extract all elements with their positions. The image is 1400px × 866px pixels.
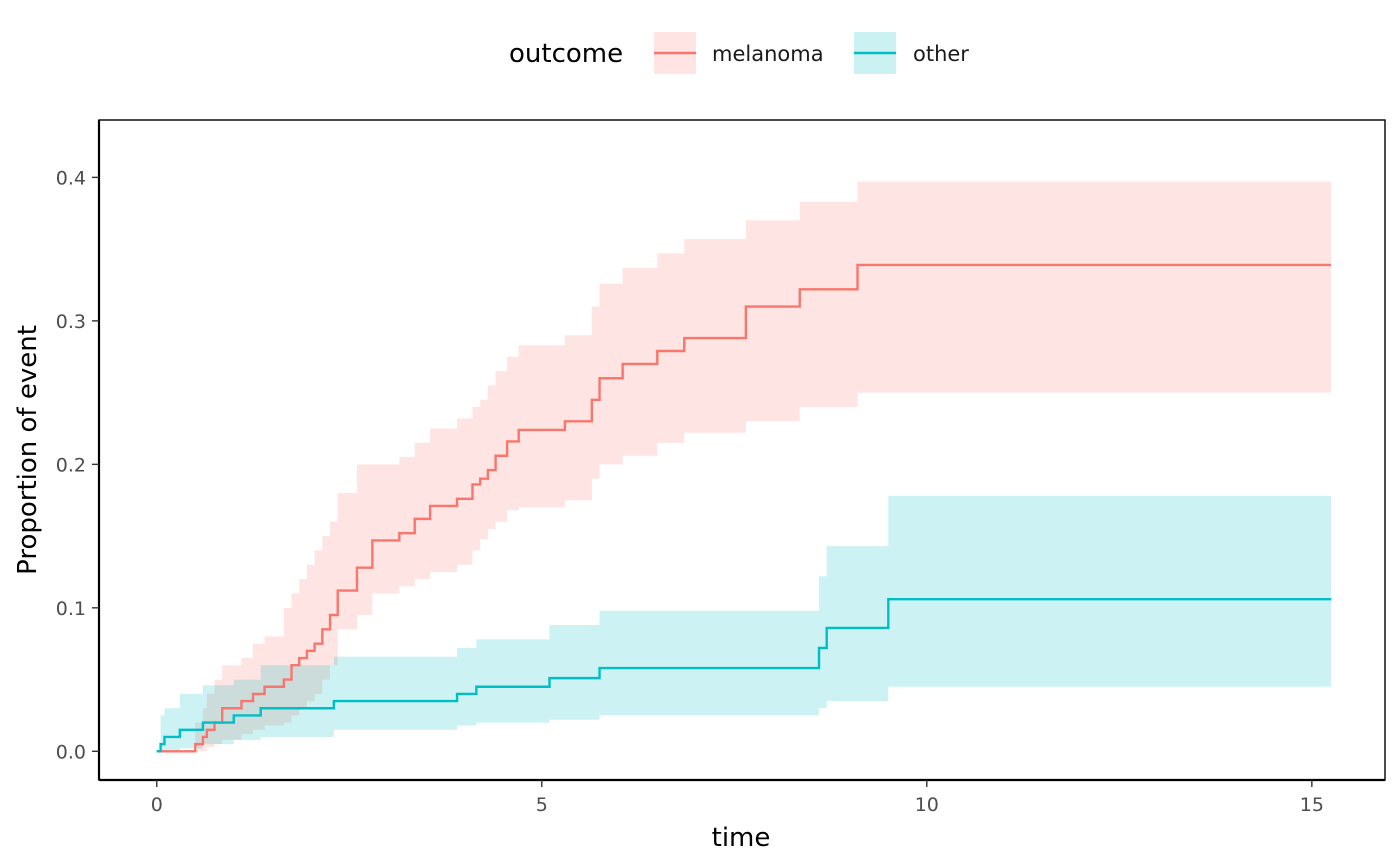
series-line-other bbox=[156, 598, 1332, 753]
y-tick-label: 0.2 bbox=[56, 454, 86, 476]
legend-label-melanoma: melanoma bbox=[712, 42, 824, 66]
confidence-band-melanoma bbox=[156, 148, 1332, 752]
y-tick-label: 0.1 bbox=[56, 598, 86, 620]
legend-item-melanoma: melanoma bbox=[654, 32, 824, 74]
x-tick-label: 15 bbox=[1300, 794, 1324, 816]
y-tick-label: 0.0 bbox=[56, 741, 86, 763]
confidence-band-other bbox=[156, 495, 1332, 752]
legend-title: outcome bbox=[509, 39, 623, 69]
y-tick-label: 0.4 bbox=[56, 167, 86, 189]
legend-label-other: other bbox=[913, 42, 969, 66]
x-tick-label: 0 bbox=[151, 794, 163, 816]
axes: 0 5 10 15 0.0 0.1 0.2 0.3 0.4 bbox=[56, 119, 1386, 816]
x-tick-label: 5 bbox=[536, 794, 548, 816]
series-lines bbox=[156, 263, 1332, 753]
x-tick-label: 10 bbox=[915, 794, 939, 816]
confidence-bands bbox=[156, 148, 1332, 752]
y-axis-title: Proportion of event bbox=[13, 325, 43, 575]
x-axis-title: time bbox=[712, 823, 771, 853]
plot-area bbox=[156, 148, 1332, 753]
y-tick-label: 0.3 bbox=[56, 311, 86, 333]
legend-item-other: other bbox=[854, 32, 969, 74]
legend: outcome melanoma other bbox=[509, 32, 969, 74]
series-line-melanoma bbox=[156, 263, 1332, 753]
